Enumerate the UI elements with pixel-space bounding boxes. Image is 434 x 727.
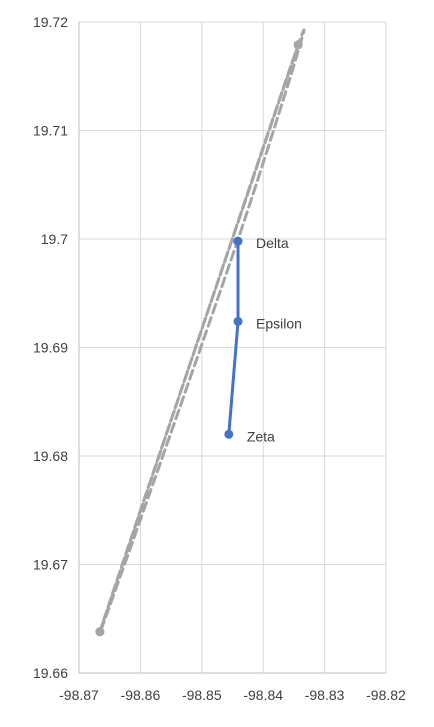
series: [95, 28, 306, 637]
gridlines: [78, 21, 387, 674]
y-tick-label: 19.7: [41, 231, 68, 247]
y-tick-label: 19.67: [33, 557, 68, 573]
x-tick-label: -98.84: [243, 687, 283, 703]
data-labels: Delta Epsilon Zeta: [247, 235, 302, 444]
outline-series-point: [293, 40, 303, 50]
y-tick-label: 19.68: [33, 448, 68, 464]
x-tick-label: -98.87: [59, 687, 99, 703]
y-tick-label: 19.66: [33, 665, 68, 681]
data-label: Epsilon: [256, 315, 302, 331]
outline-series-line: [97, 28, 306, 636]
path-series-point: [224, 429, 234, 439]
data-label: Delta: [256, 235, 289, 251]
y-tick-label: 19.72: [33, 14, 68, 30]
outline-series-point: [95, 627, 105, 637]
x-tick-label: -98.85: [182, 687, 222, 703]
x-tick-label: -98.82: [366, 687, 406, 703]
path-series-point: [233, 316, 243, 326]
x-tick-label: -98.83: [305, 687, 345, 703]
x-tick-label: -98.86: [121, 687, 161, 703]
y-tick-label: 19.71: [33, 123, 68, 139]
axes: -98.87 -98.86 -98.85 -98.84 -98.83 -98.82 19.6…: [33, 14, 406, 703]
y-tick-label: 19.69: [33, 340, 68, 356]
path-series-point: [233, 236, 243, 246]
data-label: Zeta: [247, 428, 275, 444]
